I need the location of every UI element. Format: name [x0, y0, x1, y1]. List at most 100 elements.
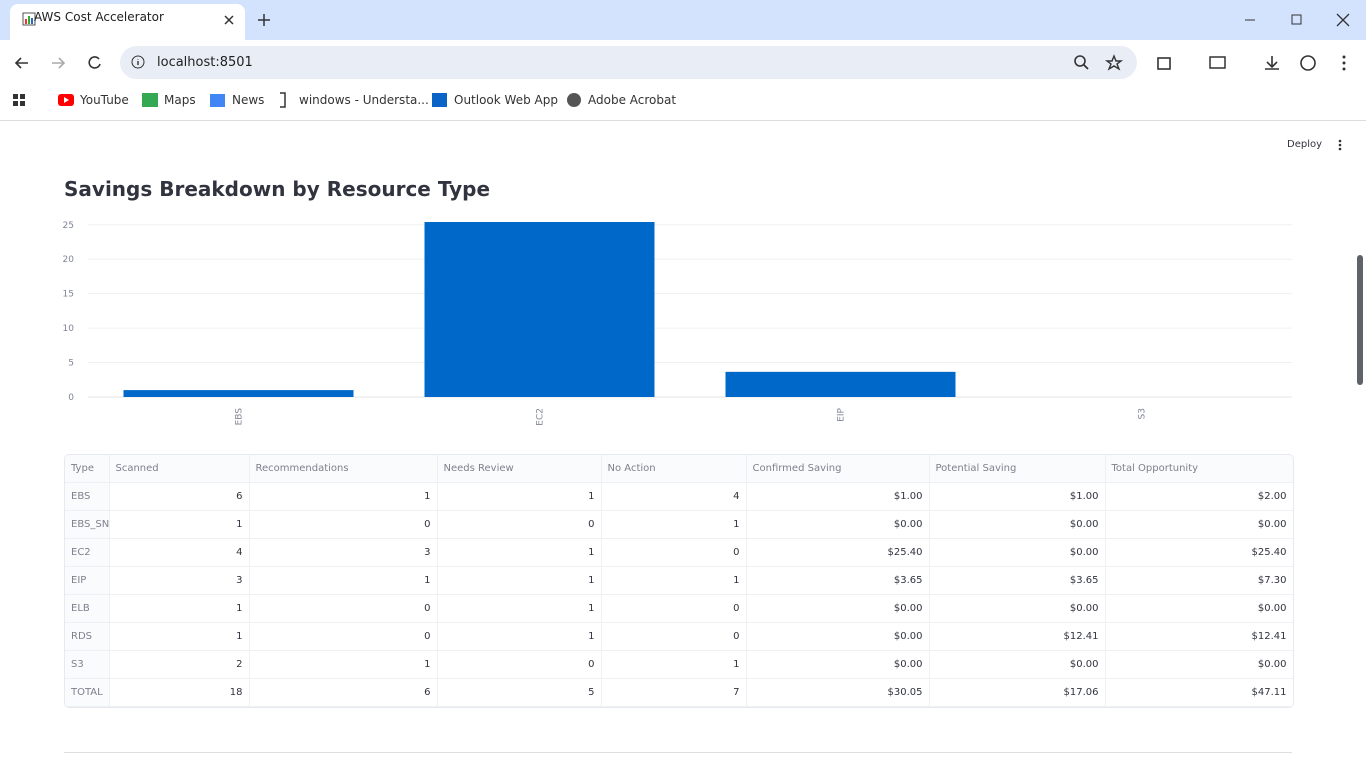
table-cell: EC2 — [65, 538, 110, 567]
table-cell: 1 — [601, 566, 747, 595]
tab-close[interactable] — [222, 13, 236, 27]
table-cell: 2 — [109, 650, 250, 679]
table-cell: 1 — [437, 538, 602, 567]
column-header: No Action — [601, 455, 747, 483]
x-tick-label: S3 — [1138, 408, 1148, 419]
table-cell: $0.00 — [1105, 594, 1293, 623]
table-cell: $0.00 — [1105, 650, 1293, 679]
nav-buttons[interactable] — [12, 54, 108, 72]
y-tick-label: 25 — [63, 221, 74, 231]
table-cell: 3 — [249, 538, 438, 567]
table-cell: 0 — [601, 594, 747, 623]
table-cell: 0 — [601, 538, 747, 567]
table-row: EC2 4 3 1 0 $25.40 $0.00 $25.40 — [65, 538, 1293, 567]
bar — [424, 222, 655, 397]
table-cell: 1 — [109, 622, 250, 651]
chart: 0 5 10 15 20 25 EBS EC2 EIP S3 — [63, 221, 1292, 426]
y-tick-label: 20 — [63, 255, 75, 265]
tab[interactable] — [10, 4, 245, 40]
table-cell: EBS — [65, 482, 110, 511]
table-cell: 4 — [601, 482, 747, 511]
table-cell: 18 — [109, 678, 250, 707]
table-cell: 1 — [109, 594, 250, 623]
column-header: Type — [65, 455, 110, 483]
y-tick-label: 10 — [63, 324, 75, 334]
table-cell: $2.00 — [1105, 482, 1293, 511]
table-cell: 1 — [601, 510, 747, 539]
table-row: EBS 6 1 1 4 $1.00 $1.00 $2.00 — [65, 482, 1293, 511]
tab-icon — [22, 12, 36, 26]
table-cell: $25.40 — [1105, 538, 1293, 567]
column-header: Confirmed Saving — [746, 455, 930, 483]
bookmarks-bar — [0, 84, 1366, 121]
table-cell: 0 — [249, 594, 438, 623]
address-bar[interactable] — [120, 46, 1137, 79]
table-cell: $3.65 — [746, 566, 930, 595]
table-cell: $0.00 — [929, 594, 1106, 623]
column-header: Potential Saving — [929, 455, 1106, 483]
table-row: TOTAL 18 6 5 7 $30.05 $17.06 $47.11 — [65, 678, 1293, 707]
bar — [725, 371, 956, 397]
table-cell: S3 — [65, 650, 110, 679]
table-cell: $0.00 — [929, 650, 1106, 679]
table-cell: 1 — [249, 482, 438, 511]
toolbar-icons[interactable] — [1073, 54, 1353, 72]
table-cell: 0 — [249, 622, 438, 651]
table-cell: 4 — [109, 538, 250, 567]
bookmark[interactable]: Maps — [164, 93, 196, 107]
table-row: ELB 1 0 1 0 $0.00 $0.00 $0.00 — [65, 594, 1293, 623]
table-cell: $47.11 — [1105, 678, 1293, 707]
x-tick-label: EIP — [837, 407, 847, 421]
table-cell: TOTAL — [65, 678, 110, 707]
chart-title: Savings Breakdown by Resource Type — [64, 177, 491, 201]
table-cell: 1 — [437, 594, 602, 623]
table-cell: 6 — [249, 678, 438, 707]
table-cell: EBS_SN — [65, 510, 110, 539]
table-cell: $25.40 — [746, 538, 930, 567]
tab-title: AWS Cost Accelerator — [34, 10, 164, 24]
column-header: Needs Review — [437, 455, 602, 483]
bookmark[interactable]: Adobe Acrobat — [588, 93, 677, 107]
window-controls[interactable] — [1240, 12, 1356, 28]
table-cell: $0.00 — [1105, 510, 1293, 539]
bookmark[interactable]: windows - Understa... — [299, 93, 429, 107]
bookmark[interactable]: Outlook Web App — [454, 93, 558, 107]
table-cell: 1 — [249, 650, 438, 679]
table-cell: $0.00 — [929, 510, 1106, 539]
url: localhost:8501 — [157, 55, 253, 70]
table-cell: 7 — [601, 678, 747, 707]
table-cell: RDS — [65, 622, 110, 651]
table-cell: $0.00 — [746, 622, 930, 651]
table-cell: $0.00 — [746, 594, 930, 623]
scrollbar[interactable] — [1357, 255, 1363, 385]
table-cell: 6 — [109, 482, 250, 511]
table-row: RDS 1 0 1 0 $0.00 $12.41 $12.41 — [65, 622, 1293, 651]
table-cell: 3 — [109, 566, 250, 595]
table-cell: 0 — [437, 650, 602, 679]
divider — [64, 752, 1292, 753]
bookmark-icons — [13, 92, 581, 108]
table-cell: $17.06 — [929, 678, 1106, 707]
table-cell: 0 — [249, 510, 438, 539]
header-row: Type Scanned Recommendations Needs Review No… — [65, 455, 1293, 483]
y-tick-label: 0 — [68, 393, 74, 403]
bookmark[interactable]: News — [232, 93, 265, 107]
column-header: Recommendations — [249, 455, 438, 483]
table-cell: 1 — [437, 482, 602, 511]
site-info[interactable] — [131, 55, 145, 69]
table-cell: 1 — [437, 566, 602, 595]
deploy-button[interactable]: Deploy — [1287, 139, 1323, 150]
y-tick-label: 5 — [68, 359, 74, 369]
column-header: Total Opportunity — [1105, 455, 1293, 483]
table-cell: $0.00 — [746, 650, 930, 679]
new-tab[interactable] — [257, 13, 271, 27]
bookmark[interactable]: YouTube — [80, 93, 129, 107]
column-header: Scanned — [109, 455, 250, 483]
table-cell: $12.41 — [929, 622, 1106, 651]
table-cell: 1 — [601, 650, 747, 679]
y-tick-label: 15 — [63, 290, 74, 300]
data-table: Type Scanned Recommendations Needs Review No… — [64, 454, 1294, 708]
table-row: S3 2 1 0 1 $0.00 $0.00 $0.00 — [65, 650, 1293, 679]
menu-button[interactable] — [1336, 138, 1344, 152]
